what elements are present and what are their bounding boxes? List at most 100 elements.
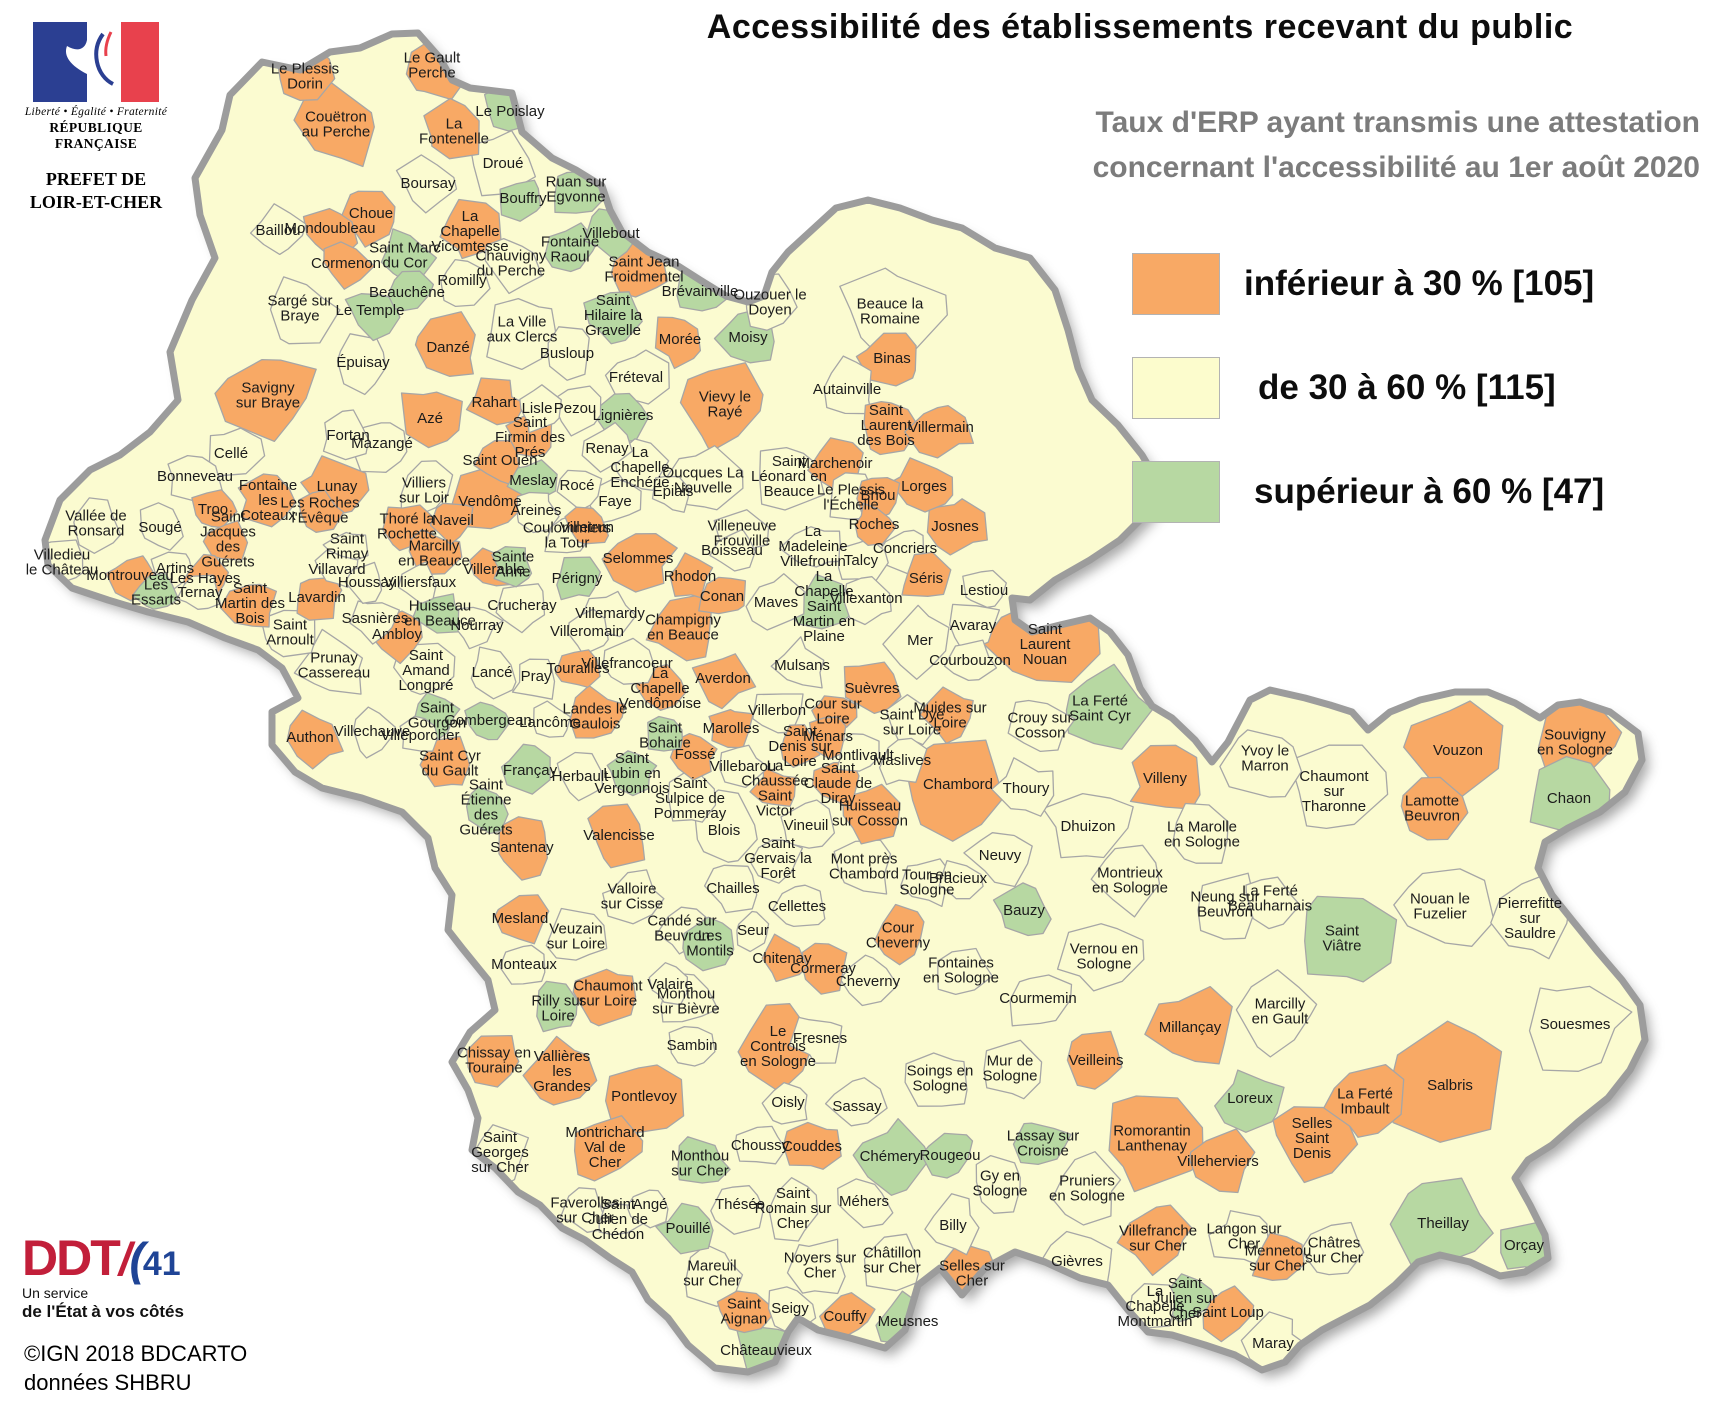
commune-label: Selles Saint Denis bbox=[1292, 1115, 1333, 1162]
commune-label: Villiersfaux bbox=[384, 574, 457, 591]
ddt-number: 41 bbox=[142, 1245, 181, 1283]
commune-label: Montlivault bbox=[822, 747, 895, 764]
commune-cell bbox=[780, 799, 836, 849]
commune-label: Fontaine les Coteaux bbox=[239, 477, 297, 524]
commune-label: Morée bbox=[659, 331, 702, 348]
commune-label: Saint Bohaire bbox=[639, 720, 691, 752]
commune-label: Sargé sur Braye bbox=[267, 293, 332, 325]
commune-cell bbox=[938, 859, 984, 900]
commune-label: Faverolles sur Cher bbox=[550, 1195, 619, 1227]
commune-label: Fresnes bbox=[793, 1030, 847, 1047]
commune-cell bbox=[522, 1035, 598, 1106]
commune-label: Vouzon bbox=[1433, 742, 1483, 759]
commune-label: Sasnières bbox=[342, 610, 409, 627]
commune-cell bbox=[1127, 1283, 1176, 1329]
legend-swatch-orange bbox=[1132, 253, 1220, 315]
commune-cell bbox=[745, 573, 805, 631]
commune-label: Saint Arnoult bbox=[266, 617, 314, 649]
commune-label: Vendôme bbox=[458, 493, 521, 510]
commune-cell bbox=[1108, 1095, 1204, 1193]
commune-cell bbox=[716, 1290, 775, 1334]
commune-cell bbox=[601, 532, 678, 593]
commune-label: Saint Marc du Cor bbox=[369, 240, 441, 272]
commune-label: Chailles bbox=[706, 880, 759, 897]
commune-label: Le Controis en Sologne bbox=[740, 1023, 816, 1070]
commune-cells bbox=[45, 39, 1633, 1372]
commune-cell bbox=[429, 502, 474, 546]
commune-label: Les Hayes bbox=[170, 570, 241, 587]
commune-label: Oucques La Nouvelle bbox=[663, 465, 745, 497]
commune-cell bbox=[470, 646, 517, 700]
commune-cell bbox=[400, 460, 454, 512]
commune-cell bbox=[882, 604, 950, 680]
page-title: Accessibilité des établissements recevan… bbox=[706, 8, 1574, 46]
commune-cell bbox=[669, 552, 714, 599]
commune-cell bbox=[387, 270, 435, 312]
commune-label: Ménars bbox=[803, 728, 853, 745]
commune-cell bbox=[602, 869, 665, 925]
commune-label: Langon sur Cher bbox=[1206, 1221, 1281, 1253]
commune-label: Saint Jacques des Guérets bbox=[200, 509, 256, 571]
marianne-flag-logo bbox=[33, 22, 159, 102]
commune-label: Faye bbox=[598, 493, 631, 510]
republic-label: RÉPUBLIQUE FRANÇAISE bbox=[49, 120, 143, 151]
commune-cell bbox=[991, 757, 1055, 817]
commune-label: Maves bbox=[754, 594, 798, 611]
commune-label: Fossé bbox=[675, 746, 716, 763]
commune-label: Gy en Sologne bbox=[972, 1168, 1027, 1200]
commune-label: Rhodon bbox=[664, 568, 717, 585]
commune-label: Saint Étienne des Guérets bbox=[459, 777, 512, 839]
commune-cell bbox=[547, 326, 590, 381]
commune-cell bbox=[992, 882, 1052, 937]
commune-label: Villexanton bbox=[829, 590, 902, 607]
commune-cell bbox=[73, 497, 122, 554]
commune-label: Neuvy bbox=[979, 847, 1022, 864]
commune-cell bbox=[1208, 1210, 1270, 1265]
commune-cell bbox=[464, 701, 511, 741]
commune-label: Mont près Chambord bbox=[829, 851, 899, 883]
commune-cell bbox=[249, 203, 307, 256]
commune-cell bbox=[337, 190, 396, 248]
commune-label: Villetrun bbox=[560, 519, 614, 536]
commune-label: Champigny en Beauce bbox=[645, 612, 721, 644]
commune-cell bbox=[583, 291, 643, 345]
commune-cell bbox=[500, 743, 551, 795]
commune-cell bbox=[904, 1052, 968, 1107]
commune-label: Veuzain sur Loire bbox=[547, 921, 605, 953]
commune-label: Authon bbox=[286, 729, 334, 746]
commune-label: Monthou sur Cher bbox=[671, 1148, 729, 1180]
commune-cell bbox=[298, 489, 345, 533]
commune-cell bbox=[1245, 876, 1301, 930]
commune-cell bbox=[556, 751, 604, 802]
commune-cell bbox=[668, 1025, 716, 1067]
commune-cell bbox=[983, 1039, 1043, 1100]
commune-cell bbox=[237, 473, 297, 528]
commune-label: Lestiou bbox=[960, 582, 1008, 599]
commune-label: Thoré la Rochette bbox=[377, 511, 437, 543]
commune-label: Lorges bbox=[901, 478, 947, 495]
commune-label: Thoury bbox=[1003, 780, 1050, 797]
commune-label: Meusnes bbox=[878, 1313, 939, 1330]
commune-label: Averdon bbox=[695, 670, 751, 687]
commune-cell bbox=[1304, 895, 1398, 983]
commune-label: Cheverny bbox=[836, 973, 901, 990]
commune-cell bbox=[286, 709, 344, 770]
commune-cell bbox=[486, 297, 559, 371]
commune-label: Lisle bbox=[522, 400, 553, 417]
commune-cell bbox=[572, 968, 637, 1027]
commune-label: Santenay bbox=[490, 839, 554, 856]
commune-cell bbox=[788, 1016, 843, 1064]
commune-label: Bauzy bbox=[1003, 902, 1045, 919]
commune-label: Naveil bbox=[432, 512, 474, 529]
commune-label: Sougé bbox=[138, 519, 181, 536]
commune-label: Villeneuve Frouville bbox=[708, 518, 777, 550]
commune-label: Chitenay bbox=[752, 950, 812, 967]
commune-label: Choue bbox=[349, 205, 393, 222]
commune-cell bbox=[691, 653, 757, 710]
commune-labels: Le Plessis Dorin Le Gault Perche Couëtron au … bbox=[26, 50, 1613, 1360]
commune-label: Noyers sur Cher bbox=[784, 1250, 857, 1282]
commune-cell bbox=[752, 693, 804, 734]
commune-label: Cour sur Loire bbox=[804, 696, 862, 728]
commune-cell bbox=[536, 980, 578, 1033]
commune-label: La Madeleine Villefrouin bbox=[778, 523, 847, 570]
